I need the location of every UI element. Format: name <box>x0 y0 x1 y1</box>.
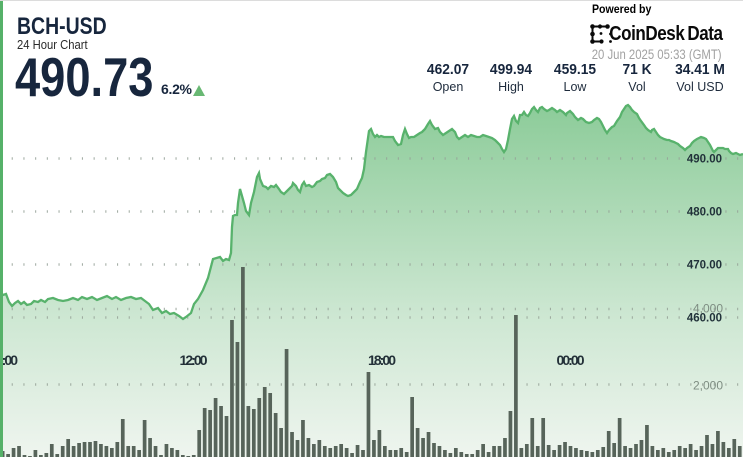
svg-text:06:00: 06:00 <box>0 352 18 368</box>
svg-text:00:00: 00:00 <box>557 352 585 368</box>
svg-text:18:00: 18:00 <box>368 352 396 368</box>
svg-text:4,000: 4,000 <box>693 302 723 316</box>
svg-text:480.00: 480.00 <box>687 207 722 219</box>
svg-text:470.00: 470.00 <box>687 260 722 272</box>
svg-text:12:00: 12:00 <box>180 352 208 368</box>
svg-text:460.00: 460.00 <box>687 313 722 325</box>
svg-text:2,000: 2,000 <box>693 379 723 393</box>
svg-text:490.00: 490.00 <box>687 154 722 166</box>
